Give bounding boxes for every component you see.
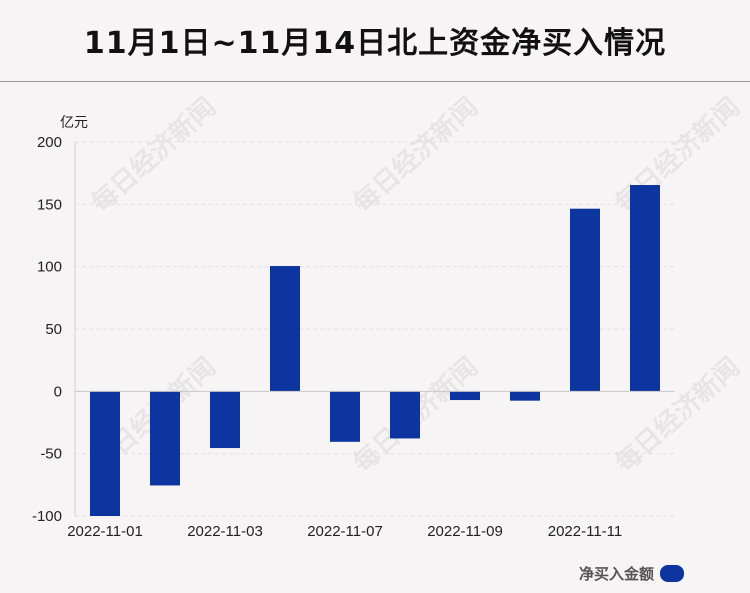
y-axis-unit-label: 亿元 — [60, 115, 88, 131]
x-tick-label: 2022-11-07 — [307, 523, 383, 540]
x-tick-label: 2022-11-01 — [67, 523, 143, 540]
chart-title: 11月1日~11月14日北上资金净买入情况 — [83, 26, 667, 61]
bar — [270, 266, 300, 392]
bar — [450, 391, 480, 401]
bar — [630, 185, 660, 392]
y-tick-label: -50 — [40, 446, 62, 463]
bar — [90, 391, 120, 516]
legend-label: 净买入金额 — [578, 565, 654, 583]
x-tick-label: 2022-11-03 — [187, 523, 263, 540]
y-tick-label: 150 — [37, 196, 62, 213]
bar — [330, 391, 360, 442]
bar — [150, 391, 180, 486]
bar — [570, 208, 600, 392]
legend-swatch — [660, 565, 684, 582]
y-tick-label: 50 — [45, 321, 62, 338]
bar — [210, 391, 240, 449]
y-tick-label: 100 — [37, 259, 62, 276]
x-tick-label: 2022-11-11 — [548, 523, 623, 540]
y-tick-label: 0 — [54, 383, 62, 400]
bar — [510, 391, 540, 401]
x-tick-label: 2022-11-09 — [427, 523, 503, 540]
title-divider — [0, 81, 750, 82]
y-tick-label: 200 — [37, 134, 62, 151]
legend: 净买入金额 — [579, 563, 684, 584]
bar — [390, 391, 420, 439]
y-tick-label: -100 — [32, 508, 62, 525]
